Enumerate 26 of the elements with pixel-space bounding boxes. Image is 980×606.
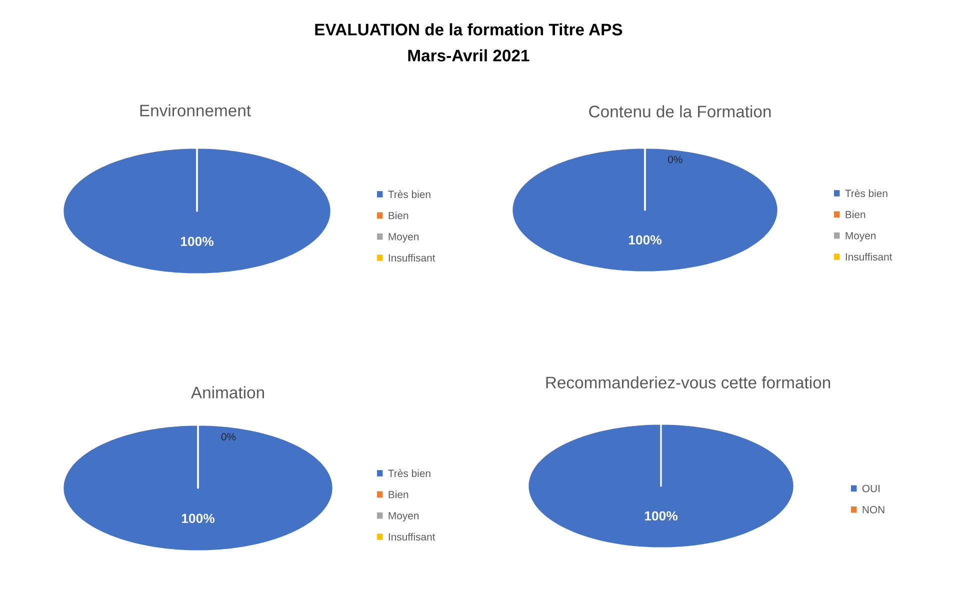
legend-label: Insuffisant	[846, 252, 892, 261]
legend-label: Moyen	[846, 232, 876, 242]
legend-label: Bien	[388, 212, 408, 220]
chart-title: Recommanderiez-vous cette formation	[546, 376, 830, 388]
chart-title: Animation	[190, 386, 264, 398]
legend-label: NON	[862, 506, 884, 514]
legend-label: OUI	[862, 484, 880, 492]
legend-label: Insuffisant	[388, 254, 436, 262]
text: Mars-Avril 2021	[408, 49, 530, 62]
chart-title: Contenu de la Formation	[589, 105, 771, 118]
data-label: 100%	[644, 511, 678, 521]
legend-label: Insuffisant	[388, 532, 436, 541]
data-label: 100%	[628, 235, 662, 245]
legend-label: Très bien	[845, 189, 888, 198]
text: 0%	[668, 156, 682, 164]
data-label: 100%	[182, 514, 215, 524]
text: EVALUATION de la formation Titre APS	[315, 23, 622, 36]
text: 0%	[221, 433, 236, 440]
legend-label: Bien	[388, 490, 408, 498]
data-label: 100%	[180, 236, 214, 246]
legend-label: Moyen	[388, 512, 419, 522]
chart-title: Environnement	[140, 104, 251, 116]
legend-label: Moyen	[388, 233, 419, 242]
legend-label: Très bien	[388, 469, 430, 478]
legend-label: Très bien	[388, 190, 430, 198]
legend-label: Bien	[846, 210, 866, 218]
